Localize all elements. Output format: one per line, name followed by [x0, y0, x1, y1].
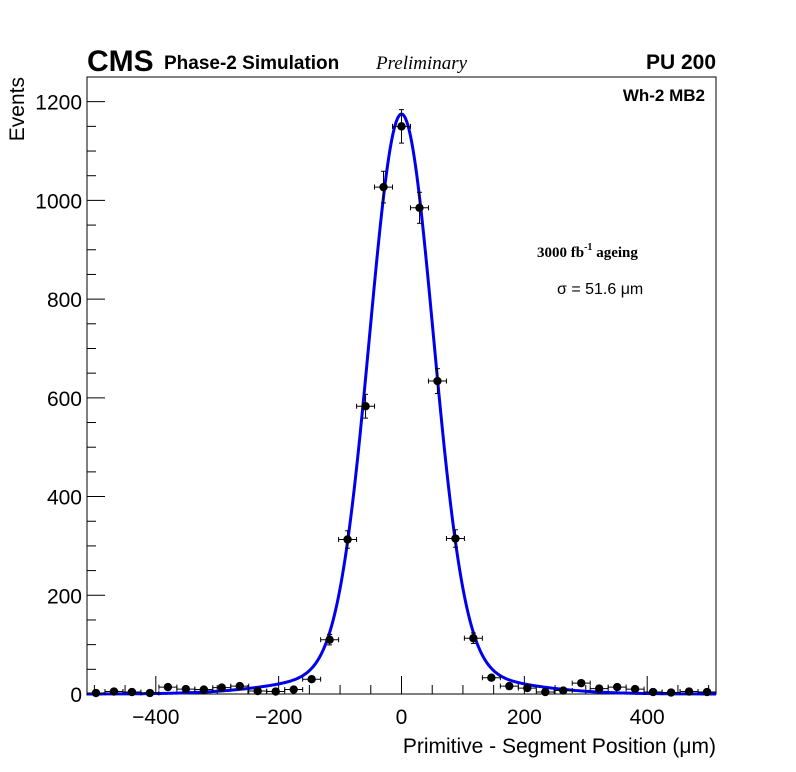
data-marker: [163, 682, 173, 692]
ageing-suffix: ageing: [592, 245, 638, 261]
data-marker: [127, 687, 137, 697]
data-point: [445, 529, 465, 548]
data-marker: [145, 688, 155, 698]
data-marker: [541, 687, 550, 697]
data-marker: [451, 534, 460, 543]
x-tick-label: 400: [630, 706, 665, 729]
ageing-prefix: 3000 fb: [537, 245, 584, 261]
data-point: [427, 368, 447, 394]
data-marker: [325, 635, 334, 644]
data-point: [410, 191, 429, 224]
data-point: [158, 682, 178, 692]
data-point: [140, 688, 160, 698]
data-marker: [253, 686, 262, 696]
data-marker: [181, 684, 191, 694]
data-marker: [630, 684, 640, 694]
x-tick-label: 200: [507, 706, 542, 729]
fit-curve: [86, 112, 717, 696]
data-marker: [217, 683, 226, 692]
data-marker: [469, 634, 478, 643]
data-marker: [702, 687, 712, 697]
data-points-layer: [86, 109, 717, 698]
data-point: [194, 685, 214, 694]
data-point: [320, 634, 340, 646]
y-tick-label: 400: [47, 487, 82, 510]
data-point: [661, 688, 681, 697]
data-marker: [289, 685, 298, 694]
sigma-label: σ = 51.6 μm: [557, 281, 643, 298]
data-point: [553, 686, 573, 695]
data-point: [607, 682, 627, 692]
x-tick-label: −200: [255, 706, 302, 729]
data-point: [499, 681, 519, 691]
y-tick-label: 1200: [35, 92, 82, 115]
data-marker: [612, 682, 622, 692]
plot-frame: [86, 76, 717, 695]
x-tick-label: −400: [132, 706, 179, 729]
data-point: [697, 687, 717, 697]
data-point: [625, 684, 645, 694]
data-marker: [199, 685, 209, 694]
data-marker: [109, 687, 119, 696]
y-tick-label: 1000: [35, 190, 82, 213]
data-point: [266, 687, 286, 696]
data-marker: [433, 376, 442, 386]
ageing-exponent: -1: [584, 242, 592, 253]
fit-layer: [86, 112, 717, 696]
data-marker: [271, 687, 280, 696]
x-tick-label: 0: [396, 706, 408, 729]
data-marker: [559, 686, 568, 695]
data-point: [284, 685, 304, 694]
data-marker: [648, 687, 658, 697]
y-tick-label: 800: [47, 289, 82, 312]
y-tick-label: 600: [47, 388, 82, 411]
data-point: [535, 687, 555, 697]
data-point: [356, 393, 376, 419]
data-marker: [91, 688, 101, 698]
data-marker: [523, 683, 532, 693]
data-point: [392, 109, 411, 144]
station-label: Wh-2 MB2: [623, 86, 705, 105]
data-marker: [684, 687, 694, 696]
data-point: [571, 678, 591, 688]
simulation-label: Phase-2 Simulation: [164, 53, 339, 74]
x-axis-title: Primitive - Segment Position (μm): [403, 735, 716, 758]
data-marker: [577, 678, 586, 688]
data-marker: [505, 681, 514, 691]
data-point: [463, 632, 483, 644]
data-marker: [379, 182, 388, 192]
data-marker: [343, 535, 352, 544]
y-axis-title: Events: [6, 77, 29, 141]
data-point: [212, 683, 232, 692]
data-marker: [397, 122, 406, 131]
data-point: [374, 170, 393, 204]
data-marker: [361, 402, 370, 411]
y-tick-label: 0: [70, 684, 82, 707]
x-axis: −400 −200 0 200 400: [93, 676, 710, 729]
data-marker: [235, 681, 244, 691]
data-point: [302, 674, 322, 684]
data-marker: [666, 688, 676, 697]
y-axis: 0 200 400 600 800 1000 1200: [35, 76, 105, 707]
data-marker: [487, 673, 496, 682]
data-marker: [594, 684, 604, 693]
data-point: [230, 681, 250, 691]
data-point: [517, 683, 537, 693]
data-point: [338, 530, 358, 549]
data-point: [86, 688, 106, 698]
data-point: [481, 673, 501, 682]
data-marker: [307, 674, 316, 684]
data-point: [104, 687, 124, 696]
pileup-label: PU 200: [646, 51, 716, 74]
preliminary-label: Preliminary: [375, 53, 468, 74]
ageing-label: 3000 fb-1 ageing: [537, 242, 638, 261]
data-marker: [415, 203, 424, 213]
cms-label: CMS: [87, 45, 154, 78]
y-tick-label: 200: [47, 585, 82, 608]
